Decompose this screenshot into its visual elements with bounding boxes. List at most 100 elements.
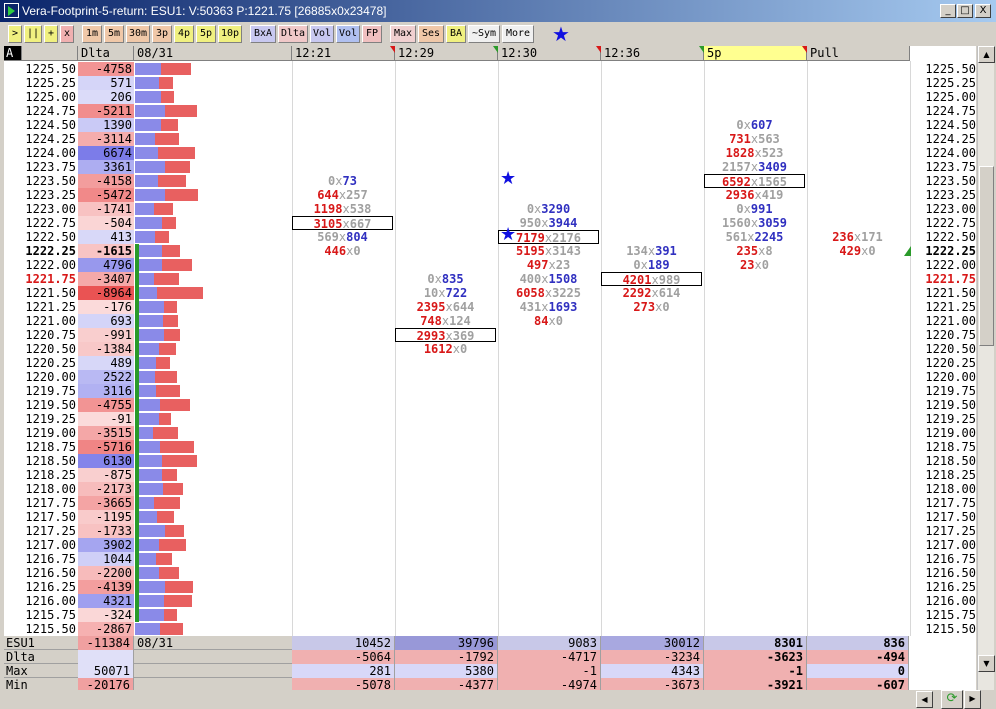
price-label: 1223.50 — [25, 174, 76, 188]
star-icon[interactable]: ★ — [552, 22, 570, 46]
price-label-right: 1219.75 — [925, 384, 976, 398]
toolbar-button-30m[interactable]: 30m — [126, 25, 150, 43]
scroll-thumb[interactable] — [979, 166, 994, 346]
volume-profile-ask — [165, 161, 190, 173]
delta-cell: -991 — [78, 328, 134, 342]
toolbar-button-5m[interactable]: 5m — [104, 25, 124, 43]
delta-cell: -5211 — [78, 104, 134, 118]
minimize-button[interactable]: _ — [940, 4, 956, 18]
volume-profile-bid — [135, 161, 165, 173]
time-col-header[interactable]: 5p — [704, 46, 807, 61]
bid-volume: 561 — [725, 230, 748, 244]
toolbar-button-3p[interactable]: 3p — [152, 25, 172, 43]
toolbar-button-more[interactable]: More — [502, 25, 534, 43]
bid-ask-separator: x — [548, 258, 556, 272]
vertical-scrollbar[interactable]: ▲ ▼ — [977, 46, 995, 690]
summary-cell: -5064 — [292, 650, 395, 664]
bid-volume: 1612 — [423, 342, 453, 356]
toolbar-button-sym[interactable]: ~Sym — [468, 25, 500, 43]
bid-ask-separator: x — [743, 118, 751, 132]
ask-volume: 3290 — [541, 202, 571, 216]
ask-volume: 124 — [449, 314, 471, 328]
delta-cell: -1195 — [78, 510, 134, 524]
header-a[interactable]: A — [4, 46, 22, 61]
bid-ask-separator: x — [452, 342, 460, 356]
toolbar: > || + x 1m 5m 30m 3p 4p 5p 10p BxA Dlta Vol Vol FP Max S… — [0, 22, 996, 46]
price-label-right: 1222.50 — [925, 230, 976, 244]
bid-volume: 644 — [317, 188, 339, 202]
price-label-right: 1220.75 — [925, 328, 976, 342]
bar-marker-icon — [493, 46, 498, 53]
summary-cell: -1 — [704, 664, 807, 678]
header-delta[interactable]: Dlta — [78, 46, 134, 61]
toolbar-button-1m[interactable]: 1m — [82, 25, 102, 43]
maximize-button[interactable]: □ — [957, 4, 973, 18]
time-col-header[interactable]: 12:30 — [498, 46, 601, 61]
bid-ask-separator: x — [750, 160, 759, 174]
scroll-up-icon[interactable]: ▲ — [978, 46, 995, 63]
toolbar-button-vol[interactable]: Vol — [336, 25, 360, 43]
toolbar-button-x[interactable]: x — [60, 25, 74, 43]
delta-cell: -1615 — [78, 244, 134, 258]
scroll-down-icon[interactable]: ▼ — [978, 655, 995, 672]
footprint-cell: 644x257 — [292, 188, 393, 202]
volume-profile-bid — [135, 133, 155, 145]
price-label: 1222.50 — [25, 230, 76, 244]
volume-profile-bid — [135, 497, 154, 509]
delta-cell: 4796 — [78, 258, 134, 272]
summary-row-total: -11384 — [78, 636, 134, 650]
footprint-cell: 6058x3225 — [498, 286, 599, 300]
toolbar-button-ba[interactable]: BA — [446, 25, 466, 43]
time-col-header[interactable]: 12:36 — [601, 46, 704, 61]
horizontal-scrollbar[interactable]: ◀ — [0, 690, 940, 709]
volume-profile-ask — [156, 553, 172, 565]
toolbar-button-10p[interactable]: 10p — [218, 25, 242, 43]
footprint-cell: 569x804 — [292, 230, 393, 244]
price-label: 1225.25 — [25, 76, 76, 90]
bid-volume: 2292 — [622, 286, 652, 300]
refresh-icon[interactable]: ⟳ — [941, 690, 963, 709]
delta-cell: 693 — [78, 314, 134, 328]
ask-volume: 804 — [346, 230, 368, 244]
bid-volume: 431 — [519, 300, 542, 314]
time-col-header[interactable]: 12:29 — [395, 46, 498, 61]
toolbar-button-fp[interactable]: FP — [362, 25, 382, 43]
volume-profile-bid — [135, 539, 159, 551]
toolbar-button-[interactable]: + — [44, 25, 58, 43]
bid-ask-separator: x — [747, 230, 755, 244]
bar-marker-icon — [802, 46, 807, 53]
volume-profile-bid — [135, 343, 159, 355]
toolbar-button-vol[interactable]: Vol — [310, 25, 334, 43]
summary-cell: -5078 — [292, 678, 395, 690]
toolbar-button-4p[interactable]: 4p — [174, 25, 194, 43]
toolbar-button-[interactable]: || — [24, 25, 42, 43]
close-button[interactable]: X — [975, 4, 991, 18]
toolbar-button-bxa[interactable]: BxA — [250, 25, 276, 43]
price-label: 1224.75 — [25, 104, 76, 118]
column-divider — [395, 61, 396, 636]
toolbar-button-dlta[interactable]: Dlta — [278, 25, 308, 43]
toolbar-button-max[interactable]: Max — [390, 25, 416, 43]
toolbar-button-[interactable]: > — [8, 25, 22, 43]
price-label-right: 1220.50 — [925, 342, 976, 356]
toolbar-button-5p[interactable]: 5p — [196, 25, 216, 43]
footprint-cell: 400x1508 — [498, 272, 599, 286]
summary-row-label: Max — [4, 664, 78, 678]
volume-profile-ask — [156, 357, 170, 369]
bid-volume: 134 — [626, 244, 648, 258]
toolbar-button-ses[interactable]: Ses — [418, 25, 444, 43]
footprint-cell: 748x124 — [395, 314, 496, 328]
price-label-right: 1222.75 — [925, 216, 976, 230]
time-col-header[interactable]: Pull — [807, 46, 910, 61]
delta-cell: -4755 — [78, 398, 134, 412]
volume-profile-bid — [135, 315, 163, 327]
ask-volume: 3143 — [552, 244, 582, 258]
price-label-right: 1225.25 — [925, 76, 976, 90]
time-col-header[interactable]: 12:21 — [292, 46, 395, 61]
volume-profile-bid — [135, 567, 159, 579]
scroll-left-icon[interactable]: ◀ — [916, 691, 933, 708]
scroll-right-icon[interactable]: ▶ — [964, 690, 981, 709]
delta-cell: 3361 — [78, 160, 134, 174]
bid-volume: 6592 — [721, 175, 751, 189]
price-label-right: 1217.25 — [925, 524, 976, 538]
